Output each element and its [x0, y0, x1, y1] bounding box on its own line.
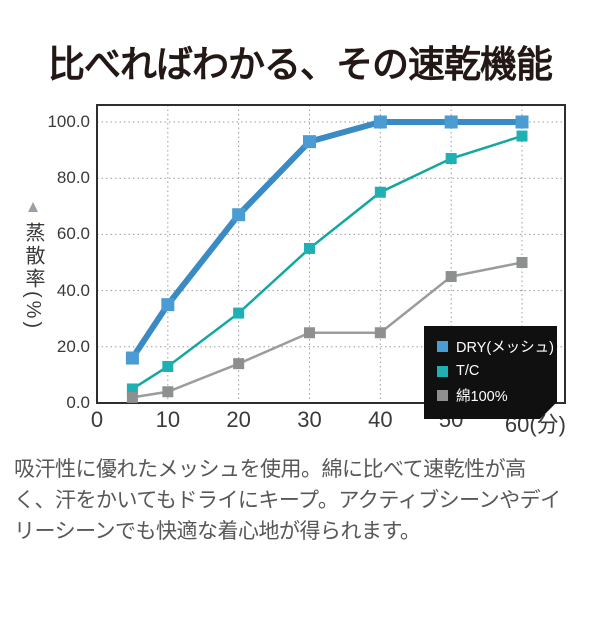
- plot-area: [96, 104, 566, 404]
- description-line: 吸汗性に優れたメッシュを使用。綿に比べて速乾性が高: [14, 458, 526, 481]
- y-tick-label: 60.0: [56, 224, 90, 244]
- x-tick-label: 30: [297, 407, 322, 432]
- legend: DRY(メッシュ) T/C 綿100%: [424, 326, 557, 419]
- up-triangle-icon: ▲: [24, 197, 42, 216]
- legend-item-tc: T/C: [437, 363, 551, 379]
- tc-swatch-icon: [437, 366, 448, 377]
- series-marker: [125, 351, 139, 365]
- x-tick-label: 0: [90, 407, 104, 432]
- series-marker: [445, 153, 457, 165]
- y-axis-unit: ▲ 蒸散率(%): [18, 198, 48, 331]
- series-marker: [373, 115, 387, 129]
- y-tick-label: 20.0: [56, 336, 90, 356]
- series-marker: [444, 115, 458, 129]
- legend-label: DRY(メッシュ): [456, 340, 555, 356]
- page-title: 比べればわかる、その速乾機能: [48, 44, 553, 85]
- series-line-0: [129, 119, 522, 360]
- y-tick-label: 80.0: [56, 168, 90, 188]
- description-text: 吸汗性に優れたメッシュを使用。綿に比べて速乾性が高 く、汗をかいてもドライにキー…: [14, 454, 588, 547]
- series-marker: [161, 298, 175, 312]
- series-marker: [374, 327, 386, 339]
- description-line: く、汗をかいてもドライにキープ。アクティブシーンやデイ: [14, 489, 561, 512]
- series-marker: [126, 383, 138, 395]
- series-marker: [516, 257, 528, 268]
- legend-item-cotton: 綿100%: [437, 385, 551, 406]
- y-tick-label: 100.0: [47, 112, 90, 131]
- description-line: リーシーンでも快適な着心地が得られます。: [14, 520, 421, 543]
- series-marker: [304, 327, 315, 339]
- series-marker: [445, 271, 457, 283]
- y-tick-label: 0.0: [66, 393, 90, 412]
- evaporation-rate-chart: ▲ 蒸散率(%) 0.0 20.0 40.0 60.0 80.0 100.0 0 10 20 3…: [0, 90, 600, 442]
- x-tick-label: 40: [368, 407, 393, 432]
- page: { "header": { "title": "比べればわかる、その速乾機能" …: [0, 40, 600, 640]
- y-tick-label: 40.0: [56, 280, 90, 300]
- series-marker: [303, 135, 316, 149]
- series-marker: [232, 208, 246, 222]
- series-marker: [233, 307, 245, 319]
- series-marker: [126, 391, 138, 403]
- y-axis-label: 蒸散率(%): [22, 222, 44, 332]
- x-tick-label: 10: [155, 407, 181, 432]
- series-marker: [233, 358, 245, 370]
- legend-label: 綿100%: [456, 389, 508, 405]
- series-marker: [515, 115, 529, 129]
- legend-label: T/C: [456, 363, 480, 379]
- dry-swatch-icon: [437, 341, 448, 352]
- legend-item-dry: DRY(メッシュ): [437, 336, 551, 357]
- series-marker: [162, 386, 174, 398]
- series-marker: [374, 186, 386, 198]
- x-tick-label: 20: [226, 407, 251, 432]
- plot-frame: [96, 104, 566, 404]
- series-marker: [304, 242, 315, 254]
- series-marker: [516, 130, 528, 142]
- cotton-swatch-icon: [437, 390, 448, 401]
- series-marker: [162, 360, 174, 372]
